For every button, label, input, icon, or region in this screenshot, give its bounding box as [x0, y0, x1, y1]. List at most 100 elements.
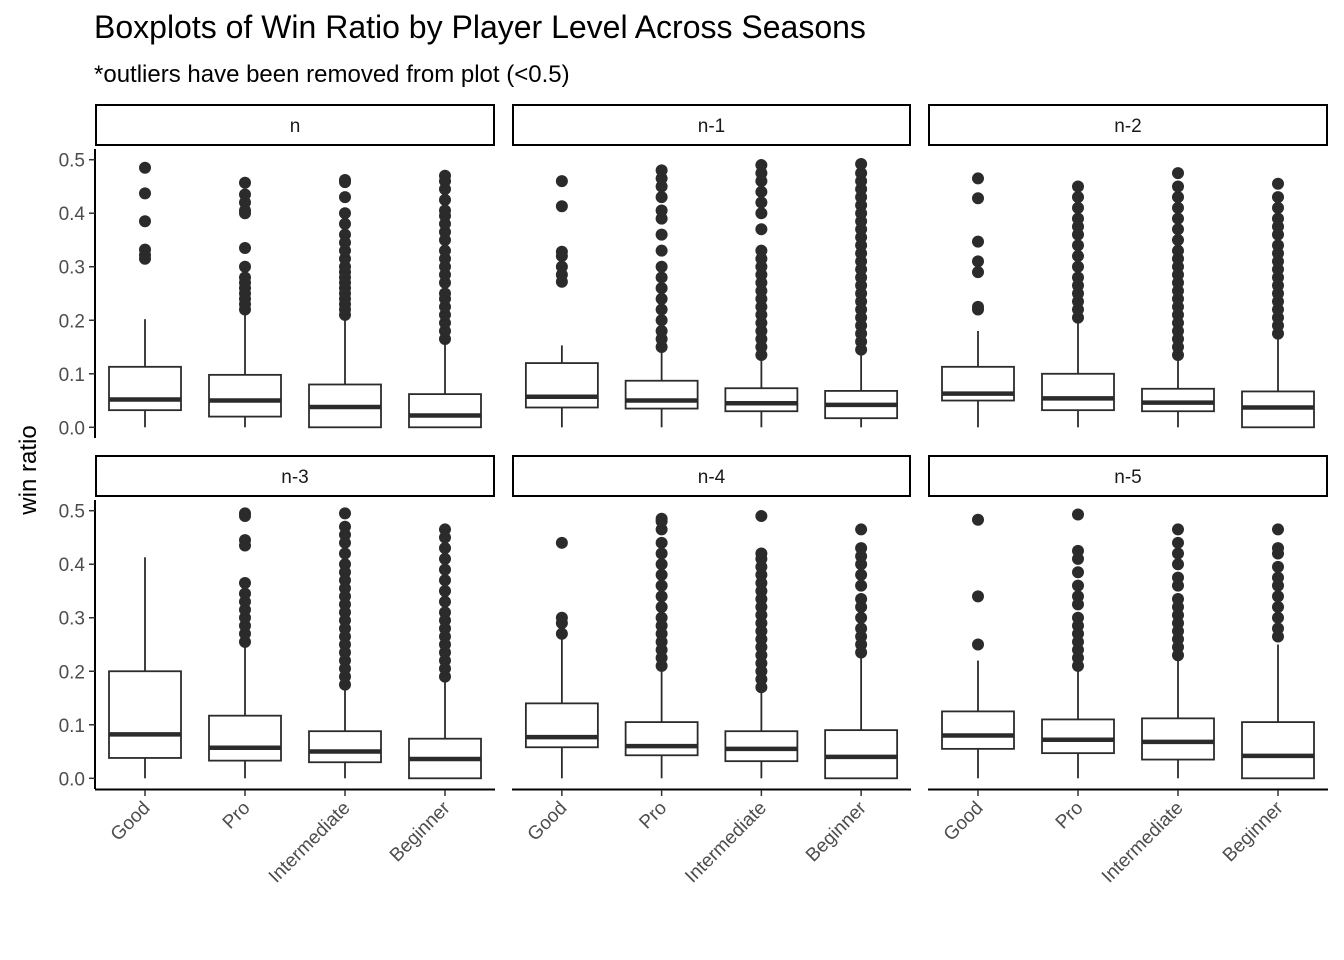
- outlier-point: [339, 558, 351, 571]
- boxplot-beginner: [1241, 523, 1315, 780]
- facet-strip-label: n-4: [698, 467, 726, 488]
- outlier-point: [139, 187, 151, 200]
- outlier-point: [1072, 579, 1084, 592]
- outlier-point: [655, 228, 668, 241]
- x-tick-label: Intermediate: [265, 798, 355, 888]
- outlier-point: [339, 217, 351, 230]
- outlier-point: [855, 542, 868, 555]
- outlier-point: [1072, 544, 1084, 557]
- outlier-point: [1072, 611, 1084, 624]
- facet-strip: [512, 104, 911, 146]
- outlier-point: [755, 223, 768, 236]
- outlier-point: [439, 563, 451, 576]
- box: [1241, 721, 1315, 780]
- outlier-point: [855, 611, 868, 624]
- outlier-point: [139, 161, 151, 174]
- outlier-point: [439, 244, 451, 257]
- outlier-point: [239, 534, 251, 547]
- x-tick-label: Good: [107, 798, 155, 846]
- outlier-point: [1072, 250, 1084, 263]
- outlier-point: [1172, 201, 1184, 214]
- outlier-point: [339, 520, 351, 533]
- outlier-point: [1272, 191, 1284, 204]
- facet-strip-label: n-2: [1114, 116, 1141, 137]
- box: [308, 730, 382, 764]
- outlier-point: [655, 611, 668, 624]
- boxplot-intermediate: [724, 510, 799, 779]
- outlier-point: [1272, 611, 1284, 624]
- x-tick-label: Beginner: [1219, 797, 1288, 866]
- outlier-point: [1172, 167, 1184, 180]
- facet-panel-n-5: n-5 Good Pro Intermediate Beginner: [928, 455, 1328, 887]
- facet-panel-n-1: n-1: [512, 104, 911, 428]
- outlier-point: [1272, 523, 1284, 536]
- y-tick-label: 0.3: [59, 609, 85, 630]
- outlier-point: [1172, 571, 1184, 584]
- outlier-point: [855, 579, 868, 592]
- outlier-point: [972, 255, 984, 268]
- outlier-point: [655, 601, 668, 614]
- facet-panel-n-2: n-2: [928, 104, 1328, 429]
- box: [1041, 718, 1115, 755]
- outlier-point: [972, 192, 984, 205]
- outlier-point: [239, 587, 251, 600]
- outlier-point: [655, 271, 668, 284]
- outlier-point: [1172, 191, 1184, 204]
- outlier-point: [655, 324, 668, 337]
- outlier-point: [1272, 239, 1284, 252]
- x-tick-label: Pro: [1052, 798, 1088, 834]
- y-tick-label: 0.0: [59, 769, 85, 790]
- outlier-point: [239, 242, 251, 255]
- facet-strip-label: n-3: [281, 467, 308, 488]
- outlier-point: [755, 510, 768, 523]
- outlier-point: [1072, 271, 1084, 284]
- outlier-point: [439, 169, 451, 182]
- outlier-point: [555, 200, 568, 213]
- outlier-point: [439, 287, 451, 300]
- x-tick-label: Good: [524, 798, 572, 846]
- outlier-point: [339, 207, 351, 220]
- boxplot-beginner: [408, 523, 482, 780]
- box: [208, 714, 282, 762]
- outlier-point: [339, 547, 351, 560]
- outlier-point: [1072, 566, 1084, 579]
- box: [624, 721, 699, 757]
- outlier-point: [439, 523, 451, 536]
- outlier-point: [655, 260, 668, 273]
- y-tick-label: 0.4: [59, 204, 86, 225]
- outlier-point: [655, 512, 668, 525]
- outlier-point: [555, 245, 568, 258]
- boxplot-good: [108, 557, 182, 779]
- outlier-point: [239, 576, 251, 589]
- facet-panels: n 0.0 0.1 0.2 0.3 0.4 0.5 n-1 n-2 n-3 0.0 0.1 0.2 0.3…: [59, 104, 1328, 888]
- outlier-point: [439, 574, 451, 587]
- outlier-point: [1072, 508, 1084, 521]
- outlier-point: [439, 193, 451, 206]
- box: [524, 702, 599, 749]
- outlier-point: [1072, 239, 1084, 252]
- outlier-point: [555, 627, 568, 640]
- boxplot-pro: [624, 512, 699, 779]
- boxplot-good: [941, 513, 1015, 779]
- outlier-point: [1272, 201, 1284, 214]
- outlier-point: [1172, 523, 1184, 536]
- outlier-point: [972, 235, 984, 248]
- outlier-point: [755, 196, 768, 209]
- outlier-point: [855, 523, 868, 536]
- outlier-point: [555, 260, 568, 273]
- y-tick-label: 0.3: [59, 258, 85, 279]
- boxplot-good: [108, 161, 182, 428]
- outlier-point: [239, 260, 251, 273]
- boxplot-intermediate: [724, 159, 799, 428]
- x-tick-label: Beginner: [802, 797, 871, 866]
- x-tick-label: Pro: [635, 798, 671, 834]
- outlier-point: [1172, 244, 1184, 257]
- outlier-point: [1072, 590, 1084, 603]
- outlier-point: [655, 244, 668, 257]
- outlier-point: [439, 595, 451, 608]
- outlier-point: [1172, 212, 1184, 225]
- outlier-point: [439, 204, 451, 217]
- y-tick-label: 0.1: [59, 716, 85, 737]
- box: [724, 730, 799, 763]
